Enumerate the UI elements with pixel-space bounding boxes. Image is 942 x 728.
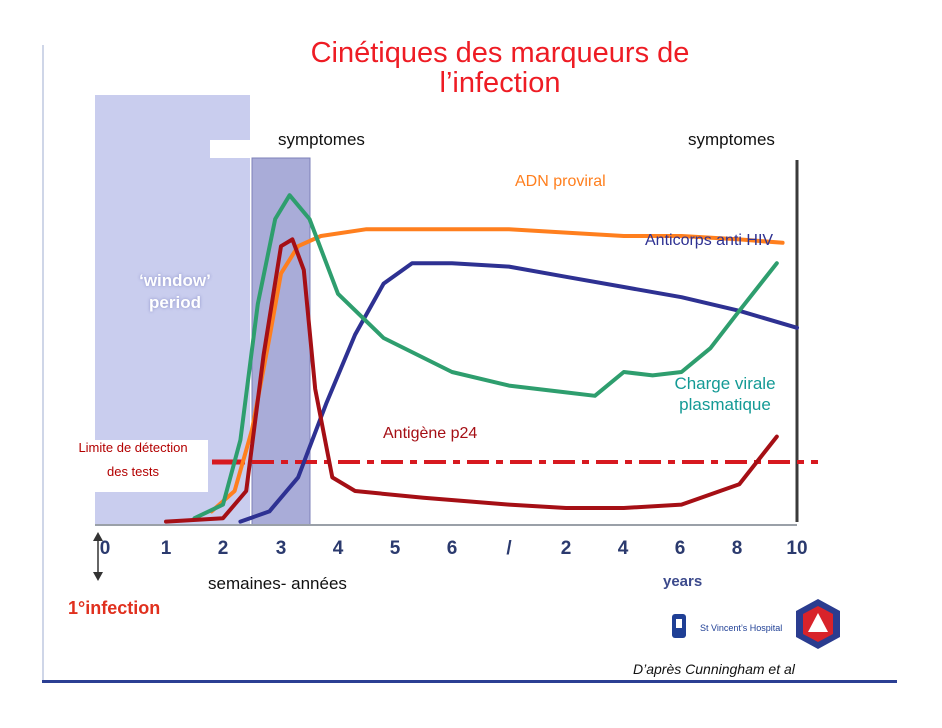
weeks-years-label: semaines- années (208, 574, 347, 593)
symptomes-label-right: symptomes (688, 130, 775, 149)
x-tick-year: 2 (561, 538, 572, 559)
x-tick-week: 6 (447, 538, 458, 559)
x-tick-year: 6 (675, 538, 686, 559)
limit-label: Limite de détection des tests (78, 440, 188, 479)
series-line (192, 193, 779, 521)
source-caption: D’après Cunningham et al (633, 661, 795, 677)
emblem-logo (796, 599, 840, 649)
infection-arrow (93, 532, 103, 581)
hospital-logo (672, 614, 686, 638)
symptomes-label-left: symptomes (278, 130, 365, 149)
series-layer (164, 193, 799, 524)
series-label-p24: Antigène p24 (383, 425, 478, 442)
x-tick-week: 1 (161, 538, 172, 559)
years-label: years (663, 573, 703, 590)
series-label-anticorps: Anticorps anti HIV (645, 232, 774, 249)
x-tick-year: 4 (618, 538, 629, 559)
x-tick-week: 2 (218, 538, 229, 559)
x-tick-week: 0 (100, 538, 111, 559)
series-line (164, 237, 779, 524)
window-period-label: ‘window’ period (139, 271, 211, 312)
window-cutout (210, 140, 252, 158)
x-tick-year: 10 (786, 538, 807, 559)
first-infection-label: 1°infection (68, 598, 161, 618)
series-label-charge: Charge virale plasmatique (674, 374, 776, 414)
bottom-rule (42, 680, 897, 683)
x-tick-week: 4 (333, 538, 344, 559)
limit-box (58, 440, 208, 492)
x-tick-year: 8 (732, 538, 743, 559)
series-line (238, 261, 799, 524)
x-tick-week: / (506, 538, 512, 559)
left-rule (42, 45, 44, 680)
hospital-name: St Vincent’s Hospital (700, 623, 783, 633)
ticks-layer: 0 1 2 3 4 5 6 / 2 4 6 8 10 (100, 538, 808, 559)
x-tick-week: 3 (276, 538, 287, 559)
series-label-adn: ADN proviral (515, 173, 606, 190)
x-tick-week: 5 (390, 538, 401, 559)
page-title: Cinétiques des marqueurs de l’infection (310, 37, 690, 99)
